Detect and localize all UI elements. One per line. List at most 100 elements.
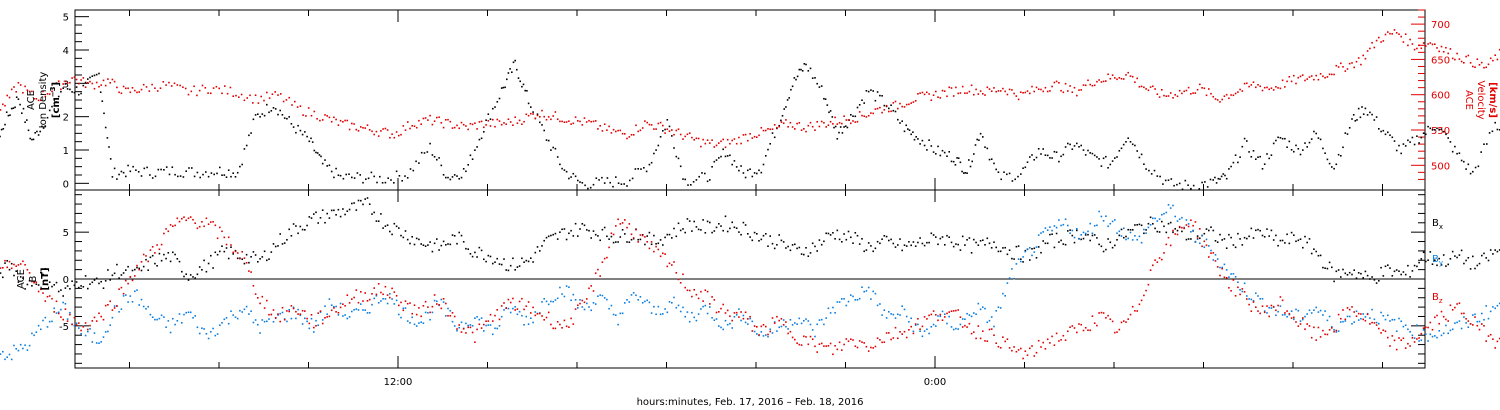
bx-point <box>1438 257 1440 260</box>
bx-point <box>290 235 293 237</box>
bz-point <box>693 289 695 291</box>
density-point <box>1395 149 1398 152</box>
bz-point <box>1478 328 1481 331</box>
density-point <box>71 91 73 93</box>
velocity-point <box>1337 66 1340 68</box>
velocity-point <box>1022 92 1024 94</box>
bz-point <box>950 310 953 312</box>
by-point <box>87 330 89 333</box>
density-point <box>127 164 129 167</box>
bz-point <box>952 310 955 312</box>
density-point <box>995 168 997 171</box>
bz-point <box>1181 226 1183 229</box>
by-point <box>975 313 977 315</box>
bx-point <box>111 274 114 277</box>
by-point <box>1015 263 1018 265</box>
bx-point <box>568 232 570 235</box>
bz-point <box>487 320 490 322</box>
density-point <box>179 175 182 177</box>
bz-point <box>382 293 384 296</box>
bz-point <box>1120 321 1123 324</box>
bx-point <box>136 266 138 269</box>
density-point <box>1162 183 1164 185</box>
density-point <box>157 168 160 171</box>
by-point <box>615 314 617 316</box>
density-point <box>785 106 787 108</box>
bx-point <box>995 246 997 249</box>
field-right-ticks <box>1411 194 1425 364</box>
bz-point <box>368 298 371 301</box>
by-point <box>1409 331 1411 333</box>
bz-point <box>456 328 458 330</box>
bx-point <box>847 230 850 233</box>
density-point <box>1259 155 1261 158</box>
bz-point <box>1163 252 1165 254</box>
by-point <box>1250 298 1253 301</box>
density-point <box>964 172 967 174</box>
velocity-point <box>151 83 153 86</box>
bz-point <box>22 260 24 263</box>
by-point <box>879 303 881 305</box>
bx-point <box>1404 273 1407 276</box>
bz-point <box>62 318 64 321</box>
bz-point <box>959 316 962 318</box>
by-point <box>747 323 749 325</box>
bz-point <box>272 309 275 311</box>
density-point <box>230 175 232 178</box>
bz-point <box>590 285 592 287</box>
velocity-point <box>467 128 469 131</box>
bx-point <box>1431 263 1434 265</box>
velocity-point <box>836 123 839 125</box>
by-point <box>326 313 328 315</box>
velocity-point <box>1147 89 1150 92</box>
bx-point <box>1436 264 1438 267</box>
density-point <box>1279 137 1282 139</box>
density-point <box>125 175 127 178</box>
density-point <box>55 101 58 103</box>
bx-point <box>28 279 31 282</box>
density-point <box>1422 132 1425 134</box>
by-point <box>380 300 382 302</box>
velocity-point <box>449 120 452 123</box>
velocity-point <box>1315 74 1317 77</box>
bz-point <box>563 319 566 322</box>
velocity-point <box>993 87 995 89</box>
velocity-point <box>170 85 173 87</box>
by-point <box>722 328 724 331</box>
bx-point <box>666 233 669 236</box>
bx-point <box>149 256 152 259</box>
bx-point <box>662 244 664 246</box>
by-point <box>351 310 353 313</box>
velocity-point <box>148 90 151 92</box>
bz-point <box>129 276 132 278</box>
density-point <box>154 175 157 178</box>
by-point <box>409 322 411 324</box>
bz-point <box>1456 303 1458 305</box>
by-point <box>742 314 745 317</box>
velocity-point <box>970 84 973 87</box>
by-point <box>1481 312 1483 315</box>
velocity-point <box>1286 80 1288 83</box>
bz-point <box>867 350 870 352</box>
velocity-point <box>107 78 109 80</box>
velocity-point <box>890 110 892 113</box>
bz-point <box>973 331 975 333</box>
by-point <box>816 323 818 326</box>
by-point <box>313 331 315 333</box>
velocity-point <box>402 125 405 127</box>
density-point <box>1281 137 1284 140</box>
velocity-point <box>1190 93 1192 95</box>
by-point <box>1089 222 1091 225</box>
density-point <box>165 166 168 168</box>
bx-point <box>693 220 695 223</box>
velocity-point <box>809 121 812 124</box>
by-point <box>711 317 713 319</box>
bz-point <box>1420 332 1423 335</box>
bx-point <box>80 285 82 287</box>
density-point <box>21 112 23 114</box>
by-point <box>1163 212 1165 215</box>
by-point <box>1096 224 1098 227</box>
bz-point <box>335 311 337 313</box>
by-point <box>1436 336 1438 339</box>
bx-point <box>1006 253 1009 256</box>
